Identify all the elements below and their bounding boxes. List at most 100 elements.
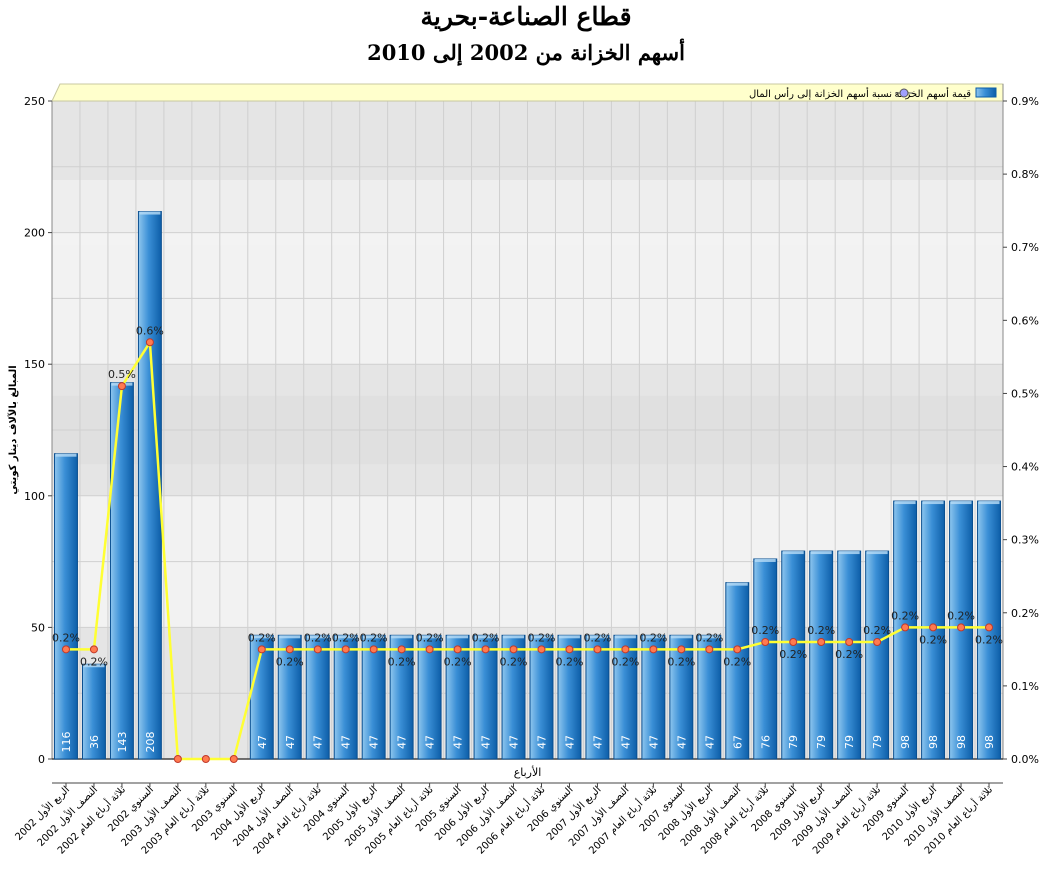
chart-subtitle: أسهم الخزانة من 2002 إلى 2010 (367, 40, 685, 65)
bar-highlight (810, 551, 832, 555)
line-point (789, 638, 798, 647)
bar-value-label: 47 (591, 735, 604, 749)
bar-value-label: 76 (759, 735, 772, 749)
line-data-label: 0.2% (52, 631, 80, 644)
bar (865, 550, 890, 760)
line-data-label: 0.6% (136, 324, 164, 337)
bar-value-label: 98 (899, 735, 912, 749)
bar-highlight (558, 635, 580, 639)
line-data-label: 0.2% (583, 631, 611, 644)
y-tick-label: 150 (24, 358, 45, 371)
bar-highlight (391, 635, 413, 639)
line-point (369, 645, 378, 654)
bar-highlight (866, 551, 888, 555)
bar-value-label: 98 (955, 735, 968, 749)
bar-highlight (978, 501, 1000, 505)
line-data-label: 0.2% (863, 624, 891, 637)
bar-value-label: 143 (116, 732, 129, 753)
line-data-label: 0.2% (276, 655, 304, 668)
bar-value-label: 47 (480, 735, 493, 749)
bar (109, 382, 134, 760)
bar-highlight (307, 635, 329, 639)
y2-tick-label: 0.5% (1011, 387, 1039, 400)
y2-tick-label: 0.0% (1011, 753, 1039, 766)
bar-highlight (419, 635, 441, 639)
bar-value-label: 47 (619, 735, 632, 749)
y-tick-label: 250 (24, 95, 45, 108)
line-data-label: 0.2% (416, 631, 444, 644)
bar-value-label: 98 (983, 735, 996, 749)
bar-value-label: 116 (60, 732, 73, 753)
bar-value-label: 47 (424, 735, 437, 749)
line-data-label: 0.5% (108, 368, 136, 381)
bar-highlight (782, 551, 804, 555)
bar-highlight (642, 635, 664, 639)
line-point (173, 755, 182, 763)
line-point (621, 645, 630, 654)
bar (809, 550, 834, 760)
y-tick-label: 100 (24, 490, 45, 503)
y2-tick-label: 0.2% (1011, 607, 1039, 620)
line-point (677, 645, 686, 654)
line-data-label: 0.2% (304, 631, 332, 644)
bar-value-label: 98 (927, 735, 940, 749)
line-point (313, 645, 322, 654)
bar-highlight (335, 635, 357, 639)
bar-highlight (586, 635, 608, 639)
bar-value-label: 47 (675, 735, 688, 749)
line-data-label: 0.2% (388, 655, 416, 668)
y2-tick-label: 0.9% (1011, 95, 1039, 108)
bar-value-label: 79 (787, 735, 800, 749)
line-point (929, 623, 938, 632)
line-point (565, 645, 574, 654)
line-point (257, 645, 266, 654)
y-tick-label: 50 (31, 621, 45, 634)
legend-line-marker (899, 88, 909, 98)
bar-highlight (754, 558, 776, 562)
line-point (537, 645, 546, 654)
bar-highlight (531, 635, 552, 639)
line-data-label: 0.2% (947, 609, 975, 622)
series-line (65, 338, 990, 761)
line-data-label: 0.2% (360, 631, 388, 644)
bar-highlight (363, 635, 385, 639)
line-point (229, 755, 238, 763)
bar-highlight (447, 635, 469, 639)
y2-tick-label: 0.1% (1011, 680, 1039, 693)
bar (753, 558, 778, 760)
bar-value-label: 47 (340, 735, 353, 749)
line-data-label: 0.2% (835, 648, 863, 661)
line-point (649, 645, 658, 654)
line-data-label: 0.2% (695, 631, 723, 644)
line-point (117, 382, 126, 391)
bar-value-label: 47 (256, 735, 269, 749)
line-data-label: 0.2% (80, 655, 108, 668)
line-point (705, 645, 714, 654)
line-data-label: 0.2% (975, 633, 1003, 646)
line-data-label: 0.2% (332, 631, 360, 644)
line-data-label: 0.2% (723, 655, 751, 668)
bar-highlight (698, 635, 720, 639)
bar-highlight (83, 664, 105, 668)
y2-tick-label: 0.7% (1011, 241, 1039, 254)
line-data-label: 0.2% (639, 631, 667, 644)
bar-highlight (503, 635, 524, 639)
line-point (845, 638, 854, 647)
line-data-label: 0.2% (555, 655, 583, 668)
line-point (761, 638, 770, 647)
line-data-label: 0.2% (919, 633, 947, 646)
bar (725, 582, 750, 760)
line-data-label: 0.2% (528, 631, 556, 644)
bar-value-label: 47 (396, 735, 409, 749)
y2-tick-label: 0.3% (1011, 534, 1039, 547)
line-data-label: 0.2% (751, 624, 779, 637)
y-tick-label: 200 (24, 227, 45, 240)
legend-label-line: نسبة أسهم الخزانة إلى رأس المال (749, 87, 892, 100)
bar-value-label: 208 (144, 732, 157, 753)
bar-value-label: 47 (284, 735, 297, 749)
bar-highlight (251, 635, 273, 639)
line-point (145, 338, 154, 347)
bar (137, 211, 162, 760)
line-data-label: 0.2% (611, 655, 639, 668)
